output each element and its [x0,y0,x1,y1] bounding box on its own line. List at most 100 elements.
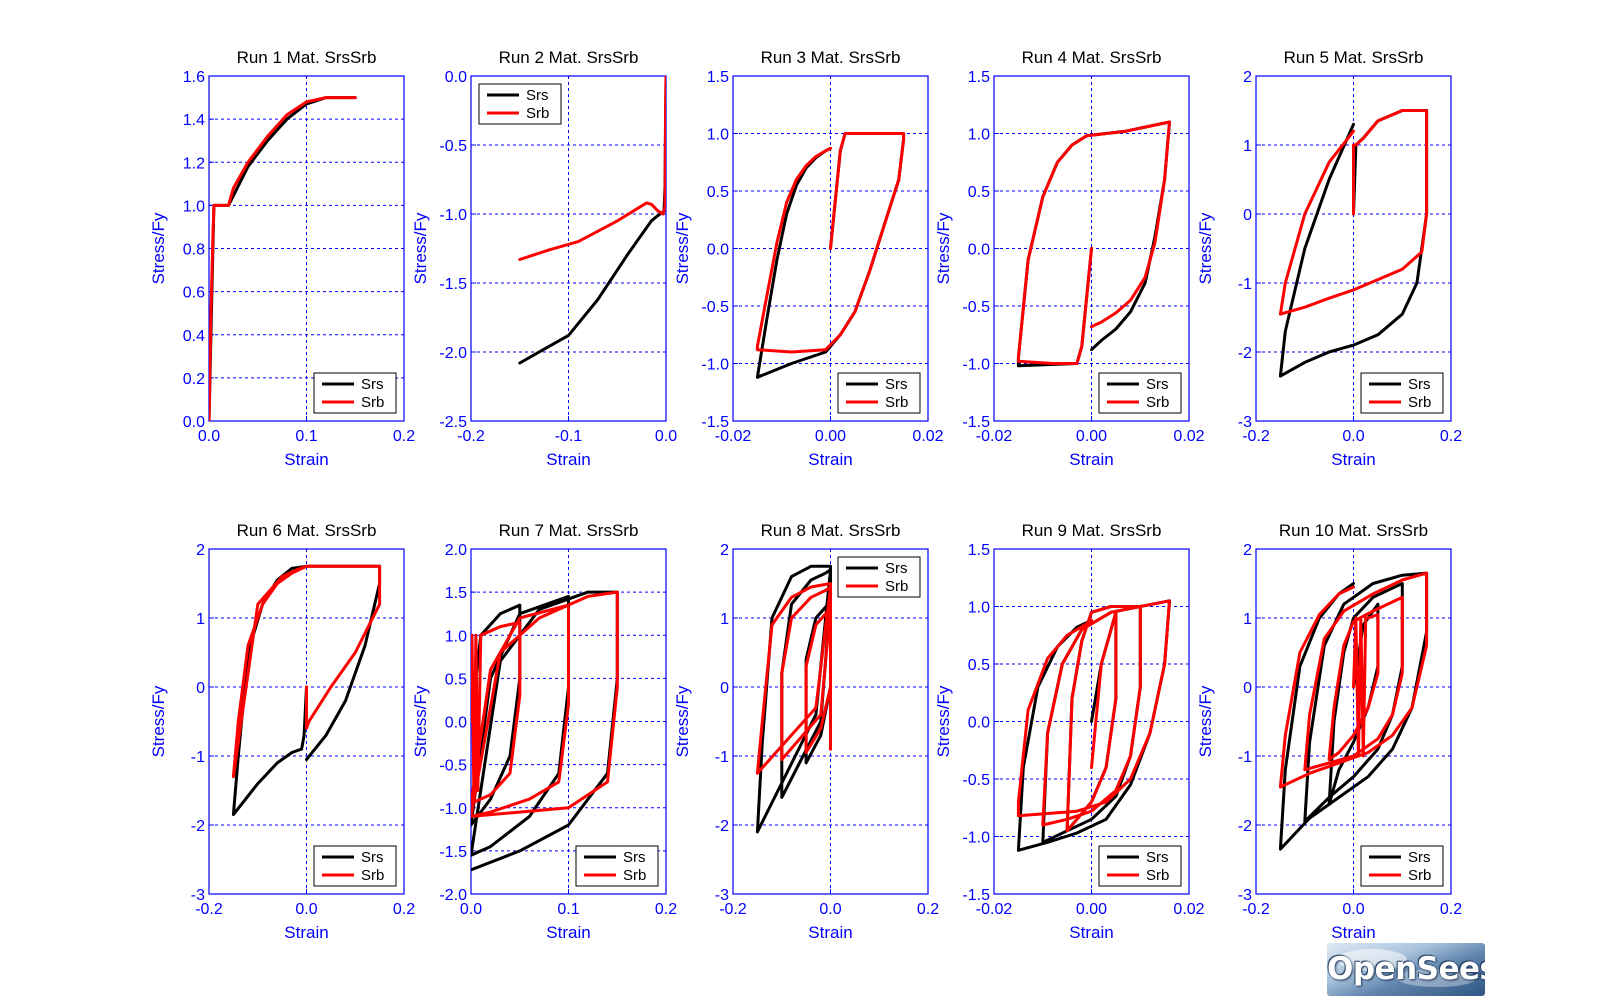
chart-title: Run 2 Mat. SrsSrb [499,48,639,67]
y-tick-label: -3 [1238,887,1252,904]
x-tick-label: 0.2 [655,901,677,918]
legend-box [837,556,921,598]
y-tick-label: 0.0 [183,414,205,431]
y-tick-label: -1.5 [439,276,467,293]
x-tick-label: 0.2 [917,901,939,918]
opensees-logo: OpenSees [1327,943,1485,996]
y-tick-label: 2 [196,542,205,559]
legend-box [313,372,397,414]
y-tick-label: 1.6 [183,69,205,86]
y-tick-label: -1.0 [701,357,729,374]
legend-box [1098,845,1182,887]
x-axis-label: Strain [1069,923,1113,942]
y-tick-label: 0.0 [707,242,729,259]
x-tick-label: -0.2 [1242,901,1270,918]
y-tick-label: 0.2 [183,371,205,388]
y-axis-label: Stress/Fy [149,685,168,757]
y-tick-label: 1.4 [183,112,205,129]
x-tick-label: 0.0 [295,901,317,918]
y-tick-label: -0.5 [962,299,990,316]
x-axis-label: Strain [1331,450,1375,469]
chart-1: 0.0 0.1 0.2 0.0 0.2 0.4 0.6 0.8 1.0 1.2 1.4 1.6 Stra… [149,48,415,469]
y-tick-label: 0.4 [183,328,205,345]
y-tick-label: 2 [1243,69,1252,86]
legend: SrsSrb [575,845,659,887]
y-tick-label: -0.5 [701,299,729,316]
series-srs-line [471,590,619,872]
y-tick-label: 0.6 [183,285,205,302]
y-axis-label: Stress/Fy [1196,685,1215,757]
chart-2: -0.2 -0.1 0.0 -2.5 -2.0 -1.5 -1.0 -0.5 0.0 Strain… [411,48,677,469]
legend-label: Srs [526,87,549,104]
y-tick-label: -2.5 [439,414,467,431]
legend-box [837,372,921,414]
series-srb-line [518,76,666,261]
series-srs-line [755,564,832,834]
legend-box [313,845,397,887]
y-axis-label: Stress/Fy [934,212,953,284]
x-tick-label: -0.2 [719,901,747,918]
series-srb-line [755,132,906,354]
y-tick-label: 0 [1243,207,1252,224]
y-tick-label: -0.5 [962,772,990,789]
chart-title: Run 10 Mat. SrsSrb [1279,521,1428,540]
x-axis-label: Strain [546,923,590,942]
y-tick-label: -1 [191,749,205,766]
y-tick-label: 0.0 [968,715,990,732]
y-tick-label: 1.0 [968,600,990,617]
y-tick-label: 1.0 [183,198,205,215]
y-axis-label: Stress/Fy [411,212,430,284]
series-srb-line [471,590,619,818]
legend: SrsSrb [313,372,397,414]
x-tick-label: 0.1 [557,901,579,918]
y-tick-label: 1.2 [183,155,205,172]
axes-frame [470,75,667,422]
x-axis-label: Strain [284,450,328,469]
x-tick-label: 0.0 [1342,901,1364,918]
y-tick-label: 1.0 [707,127,729,144]
y-tick-label: -2 [191,818,205,835]
legend-box [478,83,562,125]
y-tick-label: 0 [1243,680,1252,697]
series-srb-line [755,582,832,775]
legend-label: Srs [1146,849,1169,866]
legend-label: Srs [885,376,908,393]
legend-label: Srb [885,578,908,595]
legend: SrsSrb [1360,372,1444,414]
y-tick-label: -1.5 [701,414,729,431]
chart-title: Run 6 Mat. SrsSrb [237,521,377,540]
y-tick-label: -2 [1238,345,1252,362]
x-axis-label: Strain [546,450,590,469]
legend: SrsSrb [478,83,562,125]
x-tick-label: -0.2 [1242,428,1270,445]
y-tick-label: -1.5 [439,844,467,861]
chart-title: Run 7 Mat. SrsSrb [499,521,639,540]
y-tick-label: -1.5 [962,414,990,431]
y-tick-label: 0.0 [968,242,990,259]
legend-label: Srs [1408,376,1431,393]
legend-label: Srs [1408,849,1431,866]
series-srs-line [1278,571,1429,851]
x-tick-label: -0.02 [715,428,752,445]
legend-label: Srs [1146,376,1169,393]
chart-title: Run 4 Mat. SrsSrb [1022,48,1162,67]
y-tick-label: 0.5 [968,184,990,201]
x-tick-label: 0.2 [1440,901,1462,918]
y-tick-label: -1.0 [439,207,467,224]
y-tick-label: -1 [1238,276,1252,293]
legend-label: Srb [526,105,549,122]
y-tick-label: 1.5 [968,69,990,86]
legend-label: Srb [1146,394,1169,411]
y-tick-label: 0 [720,680,729,697]
chart-10: -0.2 0.0 0.2 -3 -2 -1 0 1 2 Strain Stress/Fy Run 10… [1196,521,1462,942]
x-axis-label: Strain [808,923,852,942]
chart-9: -0.02 0.00 0.02 -1.5 -1.0 -0.5 0.0 0.5 1.0 1.5 Str… [934,521,1205,942]
x-tick-label: 0.02 [912,428,943,445]
legend-label: Srb [885,394,908,411]
legend-label: Srb [361,867,384,884]
x-tick-label: -0.2 [457,428,485,445]
logo-text: OpenSees [1327,951,1485,987]
chart-8: -0.2 0.0 0.2 -3 -2 -1 0 1 2 Strain Stress/Fy Run 8 … [673,521,939,942]
x-tick-label: -0.1 [555,428,583,445]
